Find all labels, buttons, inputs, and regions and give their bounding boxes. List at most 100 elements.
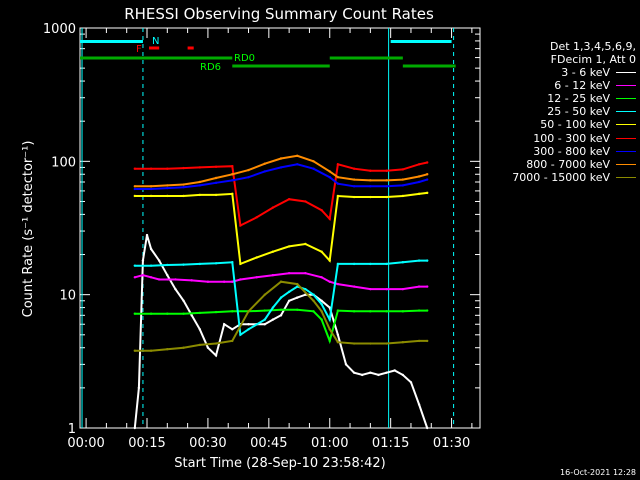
x-tick-label: 01:00 xyxy=(311,436,348,451)
series-point-3 xyxy=(279,296,283,299)
series-point-8 xyxy=(149,349,153,352)
series-point-1 xyxy=(385,287,388,291)
series-point-8 xyxy=(320,310,323,313)
series-point-1 xyxy=(174,278,177,281)
series-point-1 xyxy=(352,285,356,288)
series-point-3 xyxy=(263,318,266,321)
series-point-8 xyxy=(198,343,201,347)
rd6-flag-label: RD6 xyxy=(200,62,221,73)
series-point-1 xyxy=(149,276,153,279)
series-point-7 xyxy=(263,162,266,165)
series-point-3 xyxy=(239,333,242,337)
legend-label: 100 - 300 keV xyxy=(533,131,610,145)
series-point-3 xyxy=(320,302,323,306)
series-point-3 xyxy=(312,293,315,296)
series-point-4 xyxy=(320,250,323,253)
series-point-7 xyxy=(385,179,388,182)
series-point-0 xyxy=(149,247,153,251)
series-point-4 xyxy=(401,194,405,198)
series-point-3 xyxy=(287,290,291,294)
series-point-4 xyxy=(287,245,291,248)
series-point-4 xyxy=(255,256,258,259)
series-point-4 xyxy=(182,194,185,198)
series-point-6 xyxy=(149,187,153,191)
series-point-1 xyxy=(231,280,234,283)
series-point-5 xyxy=(320,209,323,212)
series-point-0 xyxy=(287,299,291,302)
series-point-1 xyxy=(133,276,137,279)
series-line-7 xyxy=(134,154,428,188)
series-point-3 xyxy=(304,287,307,291)
series-point-5 xyxy=(417,163,421,166)
series-point-6 xyxy=(369,185,372,188)
series-point-0 xyxy=(206,346,210,349)
x-tick-label: 00:00 xyxy=(67,436,104,451)
series-point-5 xyxy=(426,161,429,164)
series-point-8 xyxy=(214,342,218,345)
series-point-0 xyxy=(344,363,348,366)
series-point-6 xyxy=(182,185,185,189)
series-point-7 xyxy=(182,183,185,186)
series-point-5 xyxy=(239,224,242,227)
series-line-5 xyxy=(134,161,428,228)
legend-label: 50 - 100 keV xyxy=(540,118,610,132)
y-tick-label: 100 xyxy=(51,155,76,170)
series-point-7 xyxy=(247,168,250,172)
series-point-4 xyxy=(304,242,307,246)
series-point-3 xyxy=(352,262,356,266)
series-point-0 xyxy=(137,386,141,390)
legend-entry: 6 - 12 keV xyxy=(484,79,636,92)
series-point-8 xyxy=(166,347,169,351)
series-line-6 xyxy=(134,163,428,190)
series-point-5 xyxy=(304,200,307,203)
legend-label: 12 - 25 keV xyxy=(547,92,610,106)
series-point-1 xyxy=(426,285,429,288)
series-point-6 xyxy=(296,163,299,166)
series-point-0 xyxy=(279,314,283,317)
series-point-5 xyxy=(182,166,185,170)
legend-entry: 25 - 50 keV xyxy=(484,105,636,118)
series-point-0 xyxy=(145,233,149,237)
series-point-6 xyxy=(231,179,234,182)
series-point-2 xyxy=(133,312,137,315)
series-point-0 xyxy=(133,426,137,430)
legend-swatch xyxy=(616,111,636,113)
series-point-6 xyxy=(312,167,315,170)
series-point-5 xyxy=(214,165,218,168)
series-point-1 xyxy=(369,287,372,291)
series-point-4 xyxy=(166,194,169,198)
series-point-8 xyxy=(369,342,372,345)
series-point-8 xyxy=(182,346,185,349)
legend-entry: 300 - 800 keV xyxy=(484,145,636,158)
series-point-3 xyxy=(401,261,405,264)
legend-swatch xyxy=(616,150,636,152)
series-point-4 xyxy=(385,195,388,199)
legend-swatch xyxy=(616,176,636,178)
series-point-5 xyxy=(328,217,331,221)
series-point-8 xyxy=(263,293,266,296)
series-point-5 xyxy=(385,169,388,172)
series-point-2 xyxy=(328,339,331,343)
series-point-3 xyxy=(166,263,169,267)
series-point-0 xyxy=(417,403,421,406)
legend-swatch xyxy=(616,98,636,100)
series-point-1 xyxy=(166,278,169,281)
series-point-1 xyxy=(271,273,275,277)
series-point-3 xyxy=(385,262,388,266)
series-point-4 xyxy=(271,250,275,253)
series-point-1 xyxy=(157,278,161,281)
series-point-4 xyxy=(214,193,218,197)
series-point-0 xyxy=(190,314,193,317)
series-point-8 xyxy=(231,339,234,343)
series-point-2 xyxy=(166,312,169,315)
series-point-0 xyxy=(247,323,250,326)
series-point-0 xyxy=(222,323,226,326)
series-point-1 xyxy=(206,280,210,283)
footer-stamp: 16-Oct-2021 12:28 xyxy=(560,468,636,477)
chart-title: RHESSI Observing Summary Count Rates xyxy=(124,5,434,23)
series-point-2 xyxy=(296,308,299,312)
legend-entries: 3 - 6 keV 6 - 12 keV 12 - 25 keV 25 - 50 ke… xyxy=(484,66,636,184)
series-point-0 xyxy=(409,381,413,384)
series-point-6 xyxy=(426,178,429,181)
